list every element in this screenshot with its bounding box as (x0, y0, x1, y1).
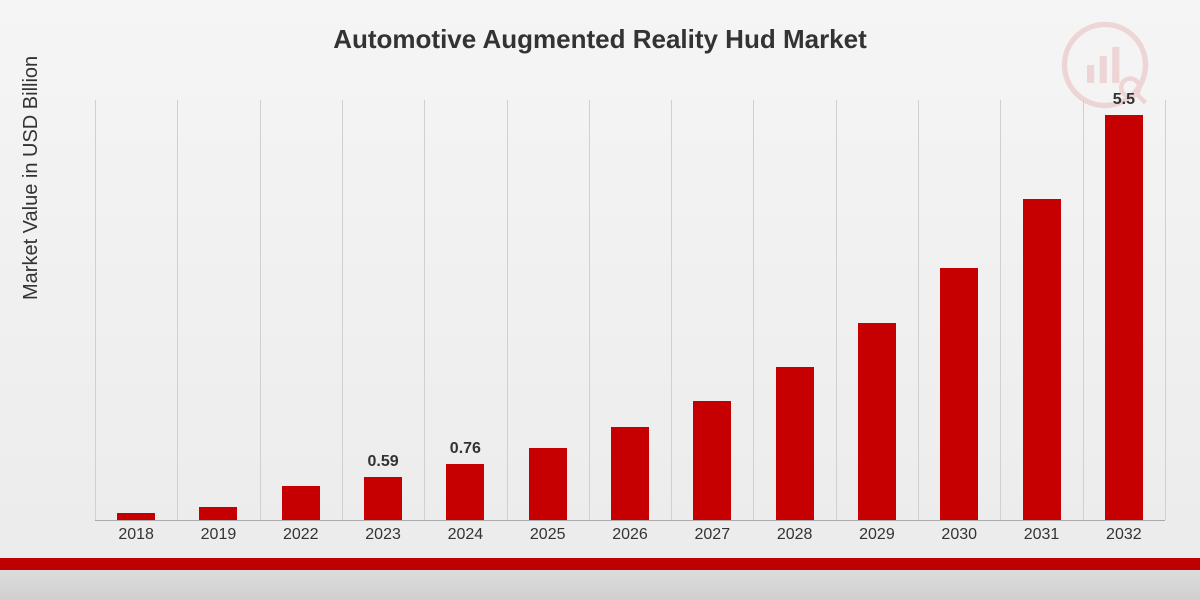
chart-plot-area: 0.59 0.76 5.5 (95, 100, 1165, 520)
x-axis-tick: 2026 (612, 526, 648, 544)
bar (1023, 199, 1061, 520)
grid-line (424, 100, 425, 520)
bar: 5.5 (1105, 115, 1143, 520)
x-axis-tick: 2031 (1024, 526, 1060, 544)
bar (117, 513, 155, 520)
x-axis-tick: 2022 (283, 526, 319, 544)
bar: 0.76 (446, 464, 484, 520)
bar (282, 486, 320, 520)
grid-line (95, 100, 96, 520)
x-axis-tick: 2024 (448, 526, 484, 544)
grid-line (260, 100, 261, 520)
x-axis-tick: 2028 (777, 526, 813, 544)
grid-line (836, 100, 837, 520)
bar-value-label: 5.5 (1113, 91, 1135, 109)
grid-line (1000, 100, 1001, 520)
grid-line (342, 100, 343, 520)
grid-line (589, 100, 590, 520)
x-axis-tick: 2019 (201, 526, 237, 544)
bar (199, 507, 237, 520)
bar-value-label: 0.59 (367, 453, 398, 471)
x-axis-tick: 2030 (941, 526, 977, 544)
bar (693, 401, 731, 520)
grid-line (918, 100, 919, 520)
x-axis: 2018 2019 2022 2023 2024 2025 2026 2027 2028 2029… (95, 520, 1165, 550)
x-axis-tick: 2029 (859, 526, 895, 544)
x-axis-tick: 2027 (695, 526, 731, 544)
grid-line (671, 100, 672, 520)
x-axis-tick: 2032 (1106, 526, 1142, 544)
chart-title: Automotive Augmented Reality Hud Market (0, 0, 1200, 55)
bar: 0.59 (364, 477, 402, 520)
x-axis-tick: 2018 (118, 526, 154, 544)
bar (611, 427, 649, 520)
footer-red-stripe (0, 558, 1200, 570)
x-axis-tick: 2025 (530, 526, 566, 544)
grid-line (177, 100, 178, 520)
y-axis-label: Market Value in USD Billion (20, 56, 43, 300)
bar (776, 367, 814, 520)
footer-grey-stripe (0, 570, 1200, 600)
bar (858, 323, 896, 520)
bar (940, 268, 978, 520)
x-axis-tick: 2023 (365, 526, 401, 544)
grid-line (753, 100, 754, 520)
grid-line (1165, 100, 1166, 520)
grid-line (507, 100, 508, 520)
bar-value-label: 0.76 (450, 440, 481, 458)
bar (529, 448, 567, 520)
watermark-logo (1060, 20, 1150, 110)
footer-band (0, 558, 1200, 600)
grid-line (1083, 100, 1084, 520)
